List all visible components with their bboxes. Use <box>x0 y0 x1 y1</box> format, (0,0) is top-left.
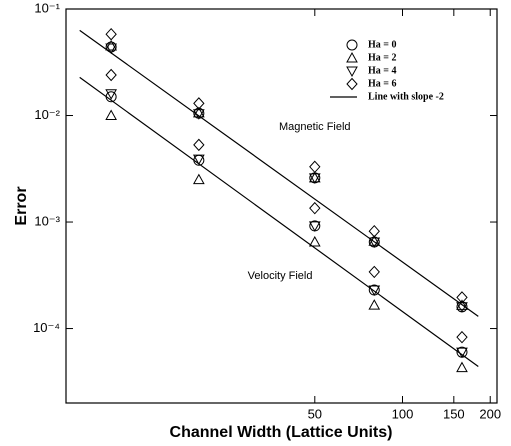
marker <box>308 173 321 184</box>
marker <box>105 41 117 53</box>
legend-marker <box>346 66 358 78</box>
annotation: Magnetic Field <box>279 121 351 133</box>
marker <box>309 201 321 215</box>
marker <box>105 27 117 41</box>
marker <box>456 299 468 310</box>
marker <box>456 291 468 304</box>
x-tick-label: 200 <box>479 406 501 421</box>
marker <box>368 224 380 238</box>
legend-label: Line with slope -2 <box>368 91 444 102</box>
legend-label: Ha = 6 <box>368 78 396 89</box>
legend-label: Ha = 4 <box>368 65 396 76</box>
marker <box>368 265 380 279</box>
marker <box>105 39 117 51</box>
legend-label: Ha = 0 <box>368 39 396 50</box>
marker <box>456 361 468 373</box>
marker <box>456 330 468 344</box>
marker <box>105 43 117 55</box>
legend-marker <box>346 77 358 91</box>
legend-marker <box>346 39 358 51</box>
y-tick-label: 10⁻⁴ <box>33 320 60 335</box>
marker <box>308 221 321 232</box>
x-tick-label: 150 <box>443 406 465 421</box>
x-tick-label: 50 <box>308 406 322 421</box>
x-axis-title: Channel Width (Lattice Units) <box>170 424 393 441</box>
marker <box>192 154 205 166</box>
y-tick-label: 10⁻¹ <box>34 0 60 15</box>
y-axis-title: Error <box>13 186 30 225</box>
marker <box>309 160 321 174</box>
x-tick-label: 100 <box>392 406 414 421</box>
marker <box>368 299 381 310</box>
legend-label: Ha = 2 <box>368 52 396 63</box>
marker <box>193 138 205 152</box>
y-tick-label: 10⁻³ <box>34 213 60 228</box>
marker <box>308 235 321 247</box>
legend-marker <box>346 51 358 63</box>
plot-frame <box>65 8 498 404</box>
marker <box>192 106 205 118</box>
marker <box>105 89 117 100</box>
marker <box>193 97 205 110</box>
marker <box>368 285 381 297</box>
annotation: Velocity Field <box>248 270 313 282</box>
fit-line <box>79 29 479 368</box>
marker <box>192 173 205 185</box>
marker <box>368 235 381 246</box>
marker <box>105 68 117 82</box>
y-tick-label: 10⁻² <box>34 107 60 122</box>
marker <box>105 109 117 121</box>
marker <box>368 237 381 248</box>
